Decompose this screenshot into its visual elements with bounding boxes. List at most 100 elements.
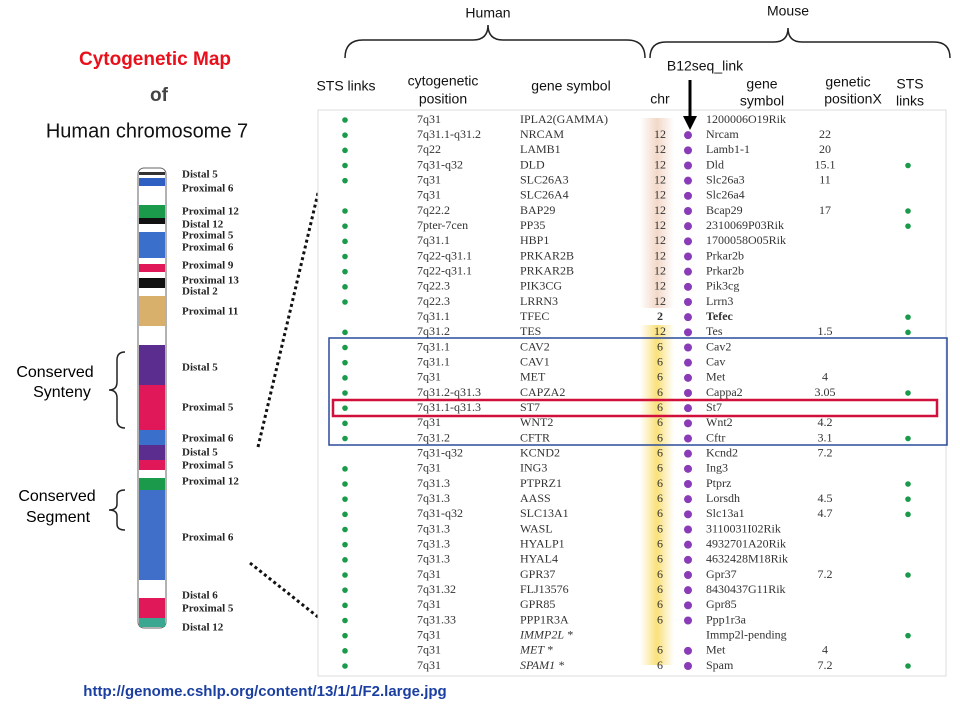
b12-dot	[684, 313, 692, 322]
cyto-cell: 7q31-q32	[417, 445, 463, 459]
cyto-cell: 7q31.3	[417, 476, 450, 490]
b12-dot	[684, 404, 692, 413]
sts-dot	[905, 481, 911, 487]
sts-dot	[342, 496, 348, 502]
header: B12seq_link	[667, 58, 744, 74]
gene-cell: DLD	[520, 157, 545, 171]
cyto-cell: 7q31.1	[417, 233, 450, 247]
cyto-cell: 7q22.3	[417, 294, 450, 308]
source-link: http://genome.cshlp.org/content/13/1/1/F…	[83, 683, 446, 700]
gene-cell: SPAM1 *	[520, 658, 564, 672]
b12-dot	[684, 646, 692, 655]
chr-cell: 6	[657, 385, 663, 399]
header: STS	[896, 76, 923, 92]
sts-dot	[905, 223, 911, 229]
gene-cell: LAMB1	[520, 142, 561, 156]
position-cell: 4.2	[818, 415, 833, 429]
band-label: Distal 2	[182, 286, 218, 298]
cyto-cell: 7q31.3	[417, 521, 450, 535]
position-cell: 4	[822, 643, 828, 657]
sts-dot	[905, 314, 911, 320]
header: gene symbol	[531, 78, 610, 94]
sts-dot	[342, 632, 348, 639]
sts-dot	[342, 359, 348, 366]
mouse-gene-cell: 3110031I02Rik	[706, 521, 781, 535]
cyto-cell: 7pter-7cen	[417, 218, 468, 232]
chr-cell: 6	[657, 491, 663, 505]
b12-dot	[684, 146, 692, 155]
mouse-gene-cell: Lamb1-1	[706, 142, 750, 156]
chr-cell: 12	[654, 233, 666, 247]
header: links	[896, 93, 924, 109]
b12-dot	[684, 449, 692, 458]
chr-cell: 12	[654, 188, 666, 202]
mouse-gene-cell: Ppp1r3a	[706, 612, 747, 626]
table-frame	[317, 109, 947, 677]
chr-cell: 6	[657, 506, 663, 520]
sts-dot	[905, 511, 911, 518]
chr-cell: 12	[654, 279, 666, 293]
gene-cell: SLC26A3	[520, 172, 569, 186]
mouse-gene-cell: 2310069P03Rik	[706, 218, 784, 232]
gene-cell: SLC13A1	[520, 506, 569, 520]
chr-cell: 6	[657, 400, 663, 414]
b12-dot	[684, 161, 692, 170]
position-cell: 7.2	[818, 445, 833, 459]
gene-cell: PP35	[520, 218, 545, 232]
b12-dot	[684, 328, 692, 337]
chr-cell: 6	[657, 339, 663, 353]
position-cell: 22	[819, 127, 831, 141]
gene-cell: KCND2	[520, 445, 560, 459]
sts-dot	[342, 375, 348, 381]
b12-dot	[684, 571, 692, 579]
chr-cell: 12	[654, 142, 666, 156]
cyto-cell: 7q31.1-q31.2	[417, 127, 481, 141]
chr-cell: 12	[654, 263, 666, 277]
sts-dot	[342, 420, 348, 427]
band-label: Proximal 6	[182, 183, 234, 195]
sts-dot	[342, 541, 348, 548]
gene-cell: GPR85	[520, 597, 555, 611]
position-cell: 20	[819, 142, 831, 156]
b12-dot	[684, 358, 692, 367]
position-cell: 11	[819, 172, 831, 186]
gene-cell: PIK3CG	[520, 279, 562, 293]
position-cell: 3.1	[818, 430, 833, 444]
sts-dot	[342, 117, 348, 123]
sts-dot	[342, 511, 348, 518]
cyto-cell: 7q31	[417, 658, 441, 672]
brace	[649, 27, 951, 59]
b12-dot	[684, 586, 692, 595]
cyto-cell: 7q31.32	[417, 582, 456, 596]
header: position	[419, 91, 467, 107]
chr-cell: 6	[657, 415, 663, 429]
cyto-cell: 7q31	[417, 415, 441, 429]
cyto-cell: 7q31	[417, 188, 441, 202]
mouse-gene-cell: Prkar2b	[706, 263, 744, 277]
chr-cell: 6	[657, 354, 663, 368]
band-label: Proximal 5	[182, 402, 234, 414]
band-label: Proximal 5	[182, 460, 234, 472]
sts-dot	[342, 587, 348, 593]
gene-cell: IPLA2(GAMMA)	[520, 112, 608, 126]
brace	[344, 24, 646, 59]
sts-dot	[342, 132, 348, 138]
sts-dot	[905, 572, 911, 578]
chr-cell: 6	[657, 612, 663, 626]
cyto-cell: 7q31.1	[417, 339, 450, 353]
gene-cell: PTPRZ1	[520, 476, 562, 490]
gene-cell: TES	[520, 324, 541, 338]
mouse-gene-cell: Dld	[706, 157, 724, 171]
mouse-gene-cell: Cappa2	[706, 385, 743, 399]
cyto-cell: 7q31	[417, 627, 441, 641]
sts-dot	[342, 329, 348, 336]
gene-cell: AASS	[520, 491, 551, 505]
mouse-gene-cell: Lorsdh	[706, 491, 740, 505]
chr-cell: 12	[654, 127, 666, 141]
sts-dot	[342, 557, 348, 563]
band-label: Distal 6	[182, 590, 218, 602]
gene-cell: ING3	[520, 461, 547, 475]
sts-dot	[342, 238, 348, 245]
b12-dot	[684, 191, 692, 200]
